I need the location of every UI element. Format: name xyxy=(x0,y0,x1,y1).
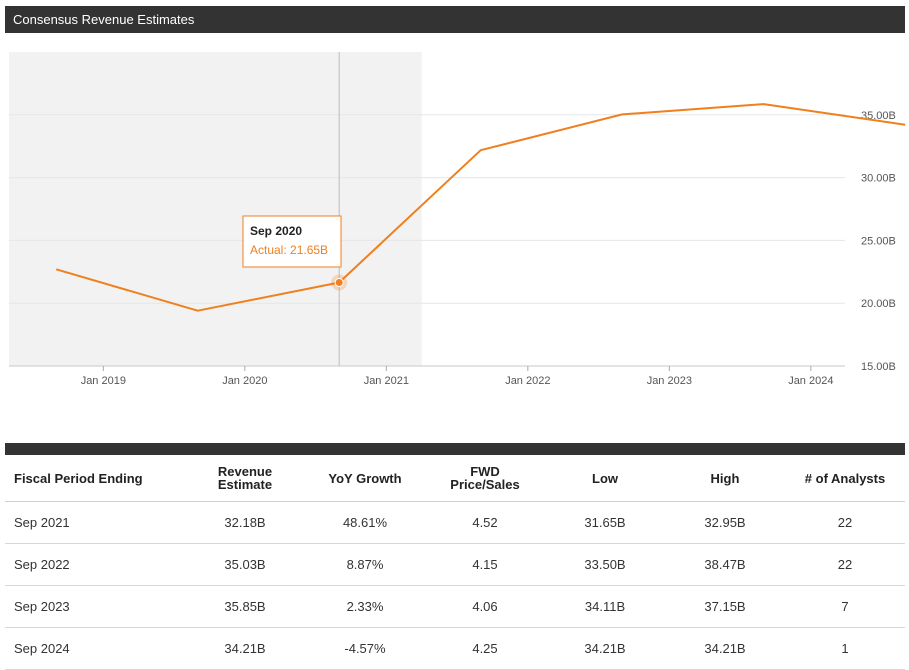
table-body: Sep 2021 32.18B 48.61% 4.52 31.65B 32.95B 22 Se… xyxy=(5,501,905,670)
cell-low: 34.11B xyxy=(545,585,665,628)
cell-fwd-price-sales: 4.52 xyxy=(425,501,545,544)
header-yoy-growth: YoY Growth xyxy=(305,455,425,502)
cell-revenue-estimate: 35.85B xyxy=(185,585,305,628)
header-fiscal-period: Fiscal Period Ending xyxy=(5,455,185,502)
table-top-bar xyxy=(5,443,905,455)
cell-fiscal-period: Sep 2021 xyxy=(5,501,185,544)
cell-fwd-price-sales: 4.15 xyxy=(425,543,545,586)
header-revenue-estimate: Revenue Estimate xyxy=(185,455,305,502)
cell-high: 34.21B xyxy=(665,627,785,670)
cell-low: 31.65B xyxy=(545,501,665,544)
cell-analysts: 22 xyxy=(785,501,905,544)
tooltip-value: Actual: 21.65B xyxy=(250,243,328,257)
cell-high: 37.15B xyxy=(665,585,785,628)
cell-high: 38.47B xyxy=(665,543,785,586)
header-low: Low xyxy=(545,455,665,502)
cell-yoy-growth: -4.57% xyxy=(305,627,425,670)
x-tick-label: Jan 2024 xyxy=(788,375,833,387)
cell-high: 32.95B xyxy=(665,501,785,544)
cell-revenue-estimate: 32.18B xyxy=(185,501,305,544)
y-tick-label: 15.00B xyxy=(861,361,896,373)
cell-fiscal-period: Sep 2022 xyxy=(5,543,185,586)
x-tick-label: Jan 2020 xyxy=(222,375,267,387)
actual-region-shade xyxy=(9,52,422,366)
y-tick-label: 25.00B xyxy=(861,235,896,247)
header-analysts: # of Analysts xyxy=(785,455,905,502)
cell-yoy-growth: 2.33% xyxy=(305,585,425,628)
cell-low: 34.21B xyxy=(545,627,665,670)
table-header-row: Fiscal Period Ending Revenue Estimate YoY G… xyxy=(5,455,905,502)
header-fwd-price-sales: FWD Price/Sales xyxy=(425,455,545,502)
y-tick-label: 20.00B xyxy=(861,298,896,310)
y-tick-label: 30.00B xyxy=(861,173,896,185)
table-row: Sep 2022 35.03B 8.87% 4.15 33.50B 38.47B 22 xyxy=(5,543,905,586)
cell-fiscal-period: Sep 2024 xyxy=(5,627,185,670)
cell-low: 33.50B xyxy=(545,543,665,586)
data-point-marker xyxy=(334,277,344,287)
cell-revenue-estimate: 35.03B xyxy=(185,543,305,586)
series-line xyxy=(55,103,906,312)
tooltip-title: Sep 2020 xyxy=(250,224,302,238)
cell-fwd-price-sales: 4.25 xyxy=(425,627,545,670)
cell-analysts: 1 xyxy=(785,627,905,670)
tooltip-box xyxy=(242,215,342,268)
cell-revenue-estimate: 34.21B xyxy=(185,627,305,670)
cell-analysts: 7 xyxy=(785,585,905,628)
cell-fiscal-period: Sep 2023 xyxy=(5,585,185,628)
estimates-table: Fiscal Period Ending Revenue Estimate YoY G… xyxy=(5,455,905,670)
x-tick-label: Jan 2021 xyxy=(364,375,409,387)
chart-header-title: Consensus Revenue Estimates xyxy=(13,12,195,27)
header-high: High xyxy=(665,455,785,502)
cell-analysts: 22 xyxy=(785,543,905,586)
table-row: Sep 2023 35.85B 2.33% 4.06 34.11B 37.15B 7 xyxy=(5,585,905,628)
cell-yoy-growth: 8.87% xyxy=(305,543,425,586)
x-tick-label: Jan 2019 xyxy=(81,375,126,387)
table-row: Sep 2024 34.21B -4.57% 4.25 34.21B 34.21B 1 xyxy=(5,627,905,670)
table-row: Sep 2021 32.18B 48.61% 4.52 31.65B 32.95B 22 xyxy=(5,501,905,544)
cell-fwd-price-sales: 4.06 xyxy=(425,585,545,628)
chart-header: Consensus Revenue Estimates xyxy=(5,6,905,33)
cell-yoy-growth: 48.61% xyxy=(305,501,425,544)
x-tick-label: Jan 2023 xyxy=(647,375,692,387)
x-tick-label: Jan 2022 xyxy=(505,375,550,387)
